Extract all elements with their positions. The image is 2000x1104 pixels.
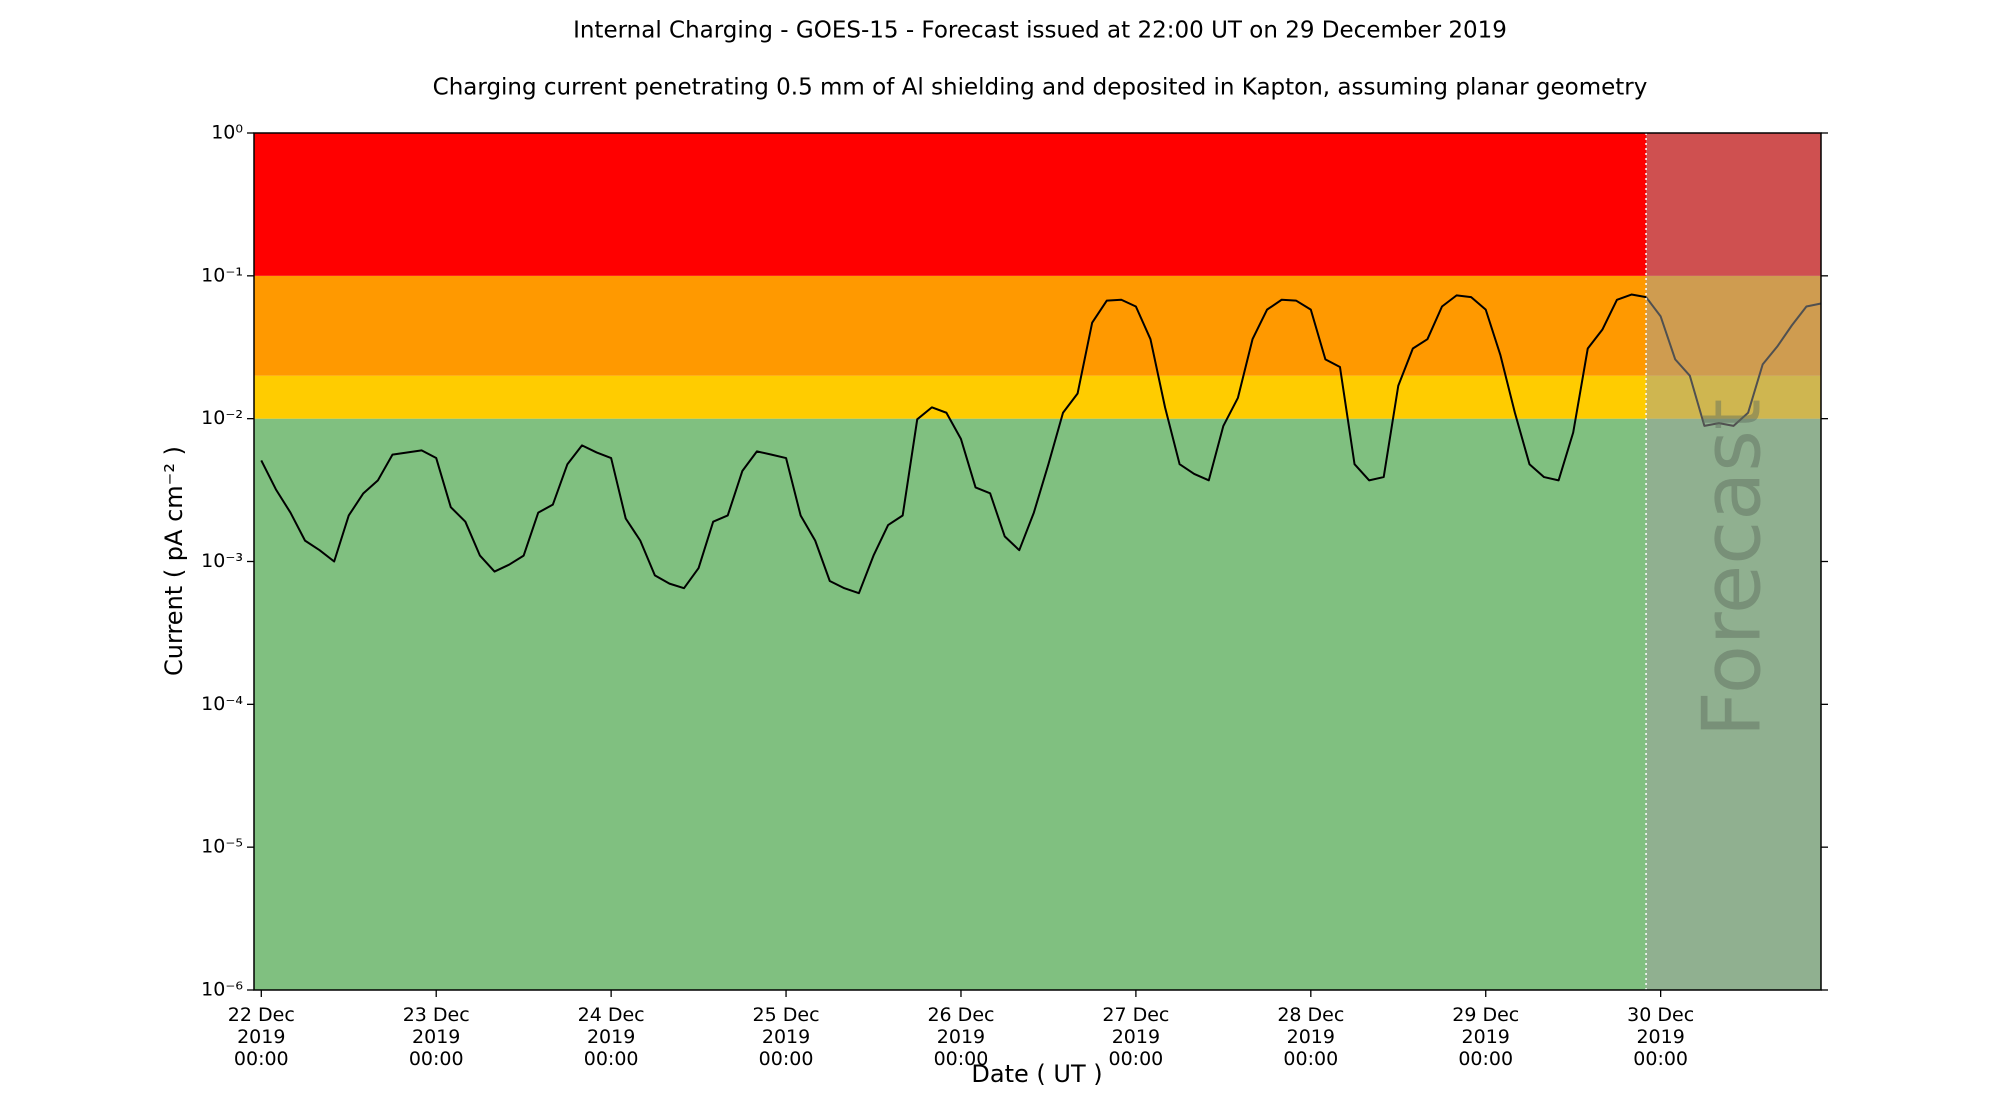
y-axis-label: Current ( pA cm⁻² ) (160, 446, 188, 676)
x-tick-label: 27 Dec 2019 00:00 (1102, 1004, 1169, 1070)
x-tick-label-line: 2019 (587, 1026, 635, 1048)
y-tick-label: 10⁻² (201, 407, 243, 429)
x-tick-label: 23 Dec 2019 00:00 (403, 1004, 470, 1070)
x-axis-label: Date ( UT ) (971, 1060, 1102, 1088)
x-tick-label-line: 2019 (412, 1026, 460, 1048)
x-tick-label-line: 26 Dec (927, 1004, 994, 1026)
x-tick-label-line: 25 Dec (753, 1004, 820, 1026)
x-tick-label-line: 23 Dec (403, 1004, 470, 1026)
x-tick-label-line: 2019 (237, 1026, 285, 1048)
x-tick-label-line: 00:00 (759, 1048, 814, 1070)
x-tick-label-line: 00:00 (1633, 1048, 1688, 1070)
x-tick-label-line: 00:00 (234, 1048, 289, 1070)
x-tick-label: 26 Dec 2019 00:00 (927, 1004, 994, 1070)
x-tick-label-line: 2019 (937, 1026, 985, 1048)
risk-band (254, 275, 1821, 376)
chart-subtitle: Charging current penetrating 0.5 mm of A… (433, 75, 1648, 101)
forecast-region (1646, 133, 1821, 990)
x-tick-label-line: 00:00 (584, 1048, 639, 1070)
x-tick-label: 28 Dec 2019 00:00 (1277, 1004, 1344, 1070)
x-tick-label: 25 Dec 2019 00:00 (753, 1004, 820, 1070)
risk-band (254, 418, 1821, 991)
x-tick-label-line: 00:00 (1109, 1048, 1164, 1070)
x-tick-label-line: 29 Dec (1452, 1004, 1519, 1026)
y-tick-label: 10⁻⁵ (201, 836, 243, 858)
x-tick-label: 22 Dec 2019 00:00 (228, 1004, 295, 1070)
x-tick-label-line: 2019 (762, 1026, 810, 1048)
x-tick-label-line: 30 Dec (1627, 1004, 1694, 1026)
x-tick-label-line: 00:00 (409, 1048, 464, 1070)
x-tick-label-line: 22 Dec (228, 1004, 295, 1026)
y-tick-label: 10⁰ (211, 122, 243, 144)
x-tick-label-line: 00:00 (934, 1048, 989, 1070)
x-tick-label-line: 24 Dec (578, 1004, 645, 1026)
data-line (260, 293, 1822, 595)
risk-band (254, 375, 1821, 419)
x-tick-label-line: 00:00 (1283, 1048, 1338, 1070)
x-tick-label-line: 00:00 (1458, 1048, 1513, 1070)
x-tick-label-line: 2019 (1287, 1026, 1335, 1048)
x-tick-label: 30 Dec 2019 00:00 (1627, 1004, 1694, 1070)
x-tick-label: 24 Dec 2019 00:00 (578, 1004, 645, 1070)
chart-title: Internal Charging - GOES-15 - Forecast i… (573, 18, 1507, 44)
x-tick-label-line: 2019 (1462, 1026, 1510, 1048)
y-tick-label: 10⁻⁶ (201, 979, 243, 1001)
risk-band (254, 133, 1821, 276)
forecast-label: Forecast (1686, 399, 1779, 738)
x-tick-label-line: 2019 (1636, 1026, 1684, 1048)
x-tick-label-line: 28 Dec (1277, 1004, 1344, 1026)
y-tick-label: 10⁻¹ (201, 264, 243, 286)
x-tick-label: 29 Dec 2019 00:00 (1452, 1004, 1519, 1070)
y-tick-label: 10⁻⁴ (201, 693, 243, 715)
y-tick-label: 10⁻³ (201, 550, 243, 572)
x-tick-label-line: 2019 (1112, 1026, 1160, 1048)
x-tick-label-line: 27 Dec (1102, 1004, 1169, 1026)
